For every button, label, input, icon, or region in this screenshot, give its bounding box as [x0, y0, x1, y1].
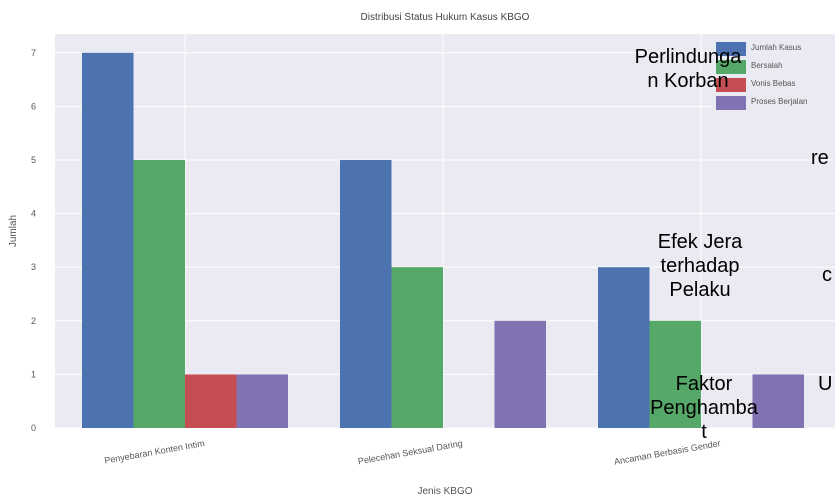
legend-label: Bersalah: [751, 61, 783, 70]
bar-bersalah: [133, 159, 185, 429]
x-tick-label: Penyebaran Konten Intim: [104, 438, 206, 465]
overlay-line: t: [701, 421, 707, 443]
y-tick-label: 7: [31, 48, 36, 58]
legend-label: Jumlah Kasus: [751, 43, 801, 52]
y-tick-label: 1: [31, 369, 36, 379]
bar-vonis-bebas: [185, 374, 237, 428]
overlay-fragment-u: U: [818, 373, 833, 395]
legend-swatch: [716, 42, 746, 56]
overlay-line: Faktor: [675, 373, 733, 395]
overlay-fragment-c: c: [822, 264, 832, 286]
x-tick-label: Pelecehan Seksual Daring: [357, 438, 463, 466]
y-axis-label: Jumlah: [8, 215, 19, 247]
x-axis-label: Jenis KBGO: [417, 486, 472, 497]
overlay-label-efek-jera: Efek Jera terhadap Pelaku: [630, 230, 770, 302]
y-tick-label: 6: [31, 101, 36, 111]
bar-proses-berjalan: [494, 320, 546, 428]
legend-label: Vonis Bebas: [751, 79, 795, 88]
bar-proses-berjalan: [236, 374, 288, 428]
legend-swatch: [716, 78, 746, 92]
legend-items: Jumlah Kasus Bersalah Vonis Bebas Proses Be…: [716, 42, 807, 110]
overlay-line: Perlindunga: [634, 46, 742, 68]
chart-title: Distribusi Status Hukum Kasus KBGO: [361, 12, 530, 23]
overlay-label-perlindungan: Perlindunga n Korban: [618, 45, 758, 93]
bar-proses-berjalan: [752, 374, 804, 428]
y-tick-label: 0: [31, 423, 36, 433]
overlay-line: n Korban: [647, 70, 729, 92]
overlay-line: terhadap: [660, 255, 740, 277]
legend-swatch: [716, 60, 746, 74]
overlay-label-faktor: Faktor Penghamba t: [634, 372, 774, 444]
overlay-line: Pelaku: [669, 279, 731, 301]
y-ticks: 0 1 2 3 4 5 6 7: [31, 48, 36, 433]
x-ticks: Penyebaran Konten Intim Pelecehan Seksual…: [104, 438, 722, 467]
bar-bersalah: [649, 320, 701, 428]
y-tick-label: 3: [31, 262, 36, 272]
bar-jumlah-kasus: [340, 159, 392, 429]
bar-jumlah-kasus: [598, 267, 650, 428]
bars: [82, 52, 804, 429]
bar-jumlah-kasus: [82, 52, 134, 429]
y-tick-label: 5: [31, 155, 36, 165]
bar-bersalah: [391, 267, 443, 428]
overlay-fragment-re: re: [811, 147, 829, 169]
y-tick-label: 2: [31, 316, 36, 326]
legend-label: Proses Berjalan: [751, 97, 807, 106]
y-tick-label: 4: [31, 209, 36, 219]
overlay-line: Efek Jera: [657, 231, 743, 253]
legend-swatch: [716, 96, 746, 110]
overlay-line: Penghamba: [650, 397, 758, 419]
legend: Jumlah Kasus Bersalah Vonis Bebas Proses Be…: [712, 38, 835, 122]
